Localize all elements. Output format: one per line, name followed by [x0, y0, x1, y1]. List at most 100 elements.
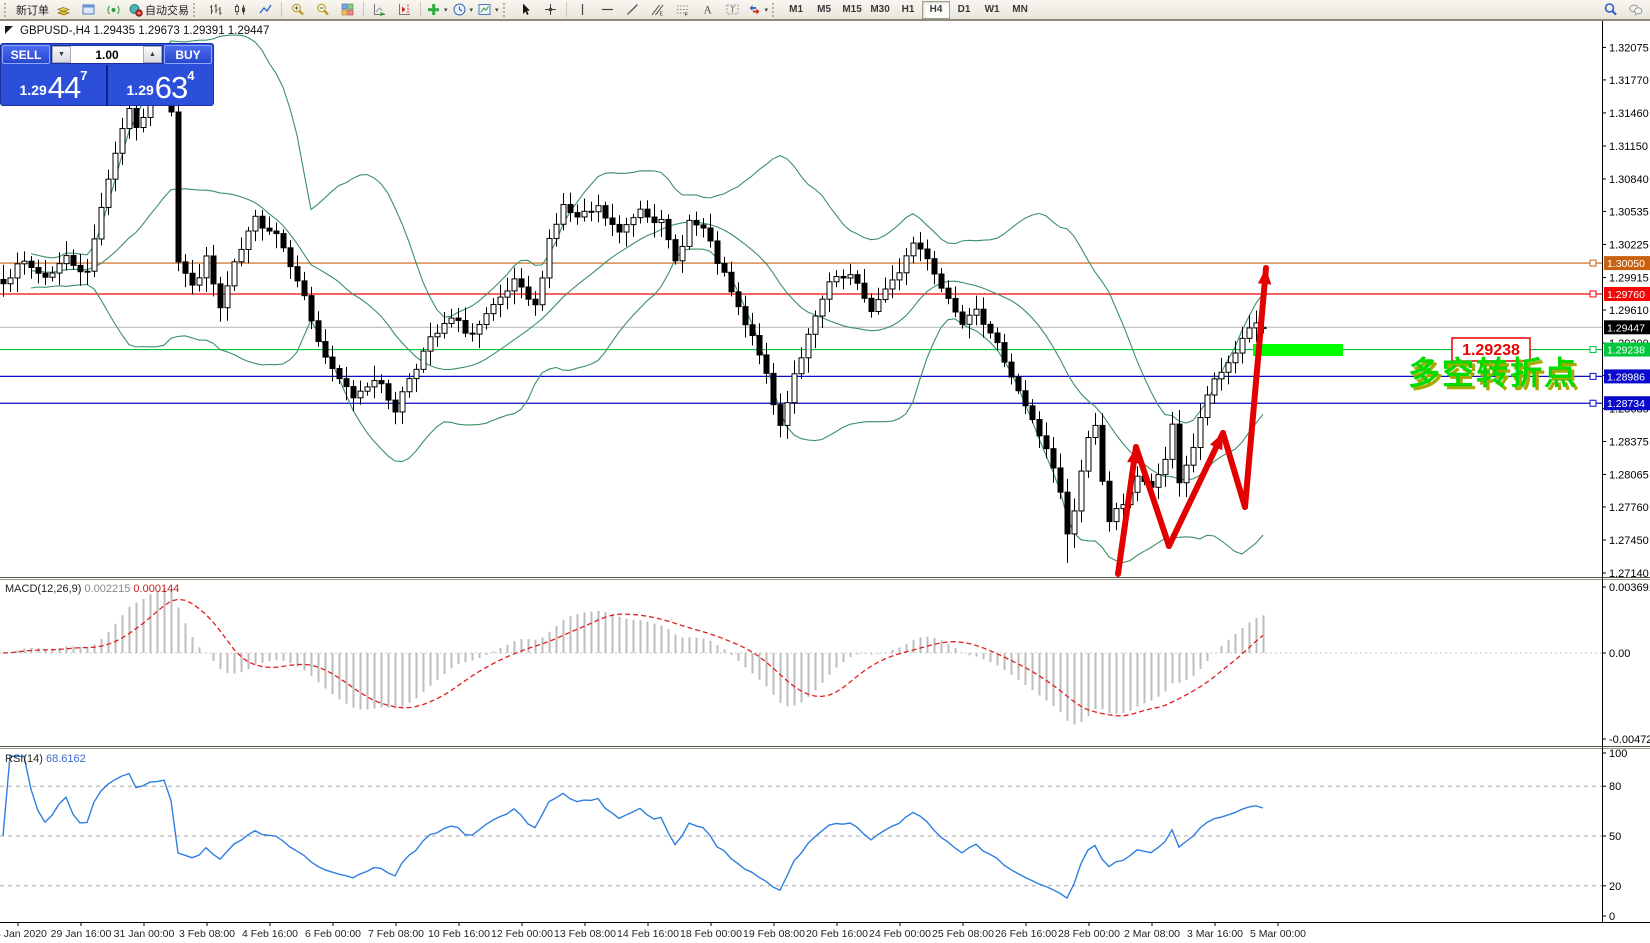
main-price-panel[interactable]	[0, 34, 1602, 563]
macd-panel[interactable]	[0, 588, 1602, 725]
price-line-label[interactable]: 1.29238	[1604, 342, 1650, 357]
toolbar-separator	[420, 2, 421, 17]
zoom-out-button[interactable]	[310, 1, 335, 19]
svg-text:80: 80	[1609, 781, 1621, 793]
market-watch-button[interactable]	[51, 1, 76, 19]
rsi-label: RSI(14) 68.6162	[5, 753, 86, 765]
candlestick-chart-button[interactable]	[228, 1, 253, 19]
timeframe-H4[interactable]: H4	[922, 0, 951, 19]
svg-text:29 Jan 16:00: 29 Jan 16:00	[51, 928, 112, 940]
svg-text:1.29447: 1.29447	[1607, 322, 1645, 334]
cursor-button[interactable]	[513, 1, 538, 19]
trend-zigzag-arrows[interactable]	[1115, 265, 1272, 577]
price-line-label[interactable]: 1.30050	[1604, 256, 1650, 271]
sell-price[interactable]: 1.29 44 7	[1, 65, 106, 105]
line-handle[interactable]	[1589, 399, 1597, 407]
svg-text:5 Mar 00:00: 5 Mar 00:00	[1250, 928, 1306, 940]
timeframe-M30[interactable]: M30	[870, 4, 890, 15]
svg-text:1.31770: 1.31770	[1609, 75, 1649, 87]
buy-button[interactable]: BUY	[164, 45, 212, 64]
timeframe-M1[interactable]: M1	[789, 4, 804, 15]
new-order-button[interactable]: 新订单	[14, 1, 51, 19]
label-icon: T	[725, 2, 740, 17]
price-line-label[interactable]: 1.28986	[1604, 369, 1650, 384]
channel-button[interactable]: E	[645, 1, 670, 19]
fibonacci-button[interactable]: F	[670, 1, 695, 19]
trendline-button[interactable]	[620, 1, 645, 19]
signals-button[interactable]	[101, 1, 126, 19]
rsi-panel[interactable]	[0, 755, 1602, 900]
autotrading-button[interactable]: 自动交易	[126, 1, 191, 19]
sell-button[interactable]: SELL	[2, 45, 50, 64]
bar-chart-button[interactable]	[203, 1, 228, 19]
new-order-button-label: 新订单	[16, 4, 49, 17]
timeframe-D1[interactable]: D1	[957, 4, 971, 15]
svg-text:1.28986: 1.28986	[1607, 371, 1645, 383]
svg-text:7 Feb 08:00: 7 Feb 08:00	[368, 928, 424, 940]
timeframe-H1[interactable]: H1	[901, 4, 915, 15]
macd-label: MACD(12,26,9) 0.002215 0.000144	[5, 583, 179, 595]
volume-decrease-button[interactable]: ▼	[52, 46, 71, 63]
svg-text:13 Feb 08:00: 13 Feb 08:00	[554, 928, 616, 940]
navigator-button[interactable]	[76, 1, 101, 19]
svg-text:1.31460: 1.31460	[1609, 108, 1649, 120]
zoom-in-button[interactable]	[285, 1, 310, 19]
price-callout-text: 1.29238	[1462, 342, 1520, 359]
horizontal-line-button[interactable]	[595, 1, 620, 19]
svg-text:1.28375: 1.28375	[1609, 436, 1649, 448]
price-line-label[interactable]: 1.29760	[1604, 286, 1650, 301]
svg-text:1.30535: 1.30535	[1609, 206, 1649, 218]
line-handle[interactable]	[1589, 346, 1597, 354]
search-button[interactable]	[1598, 1, 1623, 19]
line-handle[interactable]	[1589, 290, 1597, 298]
svg-text:1.27760: 1.27760	[1609, 502, 1649, 514]
auto-scroll-button[interactable]	[367, 1, 392, 19]
chart-marker-icon	[5, 26, 13, 34]
line-handle[interactable]	[1589, 372, 1597, 380]
tile-windows-button[interactable]	[335, 1, 360, 19]
toolbar-grip	[502, 2, 509, 17]
vertical-line-button[interactable]	[570, 1, 595, 19]
timeframe-M5[interactable]: M5	[817, 4, 832, 15]
label-tool-button[interactable]: T	[720, 1, 745, 19]
shapes-button[interactable]: ▾	[745, 1, 771, 19]
toolbar-grip	[4, 2, 10, 17]
svg-text:0: 0	[1609, 911, 1615, 923]
svg-text:1.29610: 1.29610	[1609, 305, 1649, 317]
signals-icon	[106, 2, 121, 17]
volume-increase-button[interactable]: ▲	[143, 46, 162, 63]
autotrading-icon	[128, 2, 143, 17]
price-callout-box[interactable]	[1451, 337, 1531, 362]
svg-text:12 Feb 00:00: 12 Feb 00:00	[491, 928, 553, 940]
chat-button[interactable]	[1623, 1, 1648, 19]
buy-price-big: 63	[154, 70, 188, 105]
zoom-in-icon	[290, 2, 305, 17]
rsi-line	[2, 755, 1264, 900]
indicators-button[interactable]: ▾	[424, 1, 450, 19]
line-chart-button[interactable]	[253, 1, 278, 19]
chart-shift-icon	[397, 2, 412, 17]
trendline-icon	[625, 2, 640, 17]
shapes-icon	[747, 2, 762, 17]
toolbar: 新订单 自动交易 ▾ ▾ ▾ E F A T ▾ M1 M5 M15 M30 H1 H4 D1 W1 MN	[0, 0, 1650, 20]
volume-input[interactable]: 1.00	[95, 47, 119, 62]
timeframe-MN[interactable]: MN	[1012, 4, 1028, 15]
chart-shift-button[interactable]	[392, 1, 417, 19]
templates-icon	[477, 2, 492, 17]
line-handle[interactable]	[1589, 259, 1597, 267]
timeframe-M15[interactable]: M15	[842, 4, 862, 15]
templates-button[interactable]: ▾	[475, 1, 501, 19]
dropdown-caret-icon: ▾	[444, 6, 448, 14]
periods-button[interactable]: ▾	[450, 1, 476, 19]
buy-price[interactable]: 1.29 63 4	[108, 65, 213, 105]
green-highlight-box[interactable]	[1253, 344, 1343, 356]
price-line-label[interactable]: 1.28734	[1604, 396, 1650, 411]
text-tool-button[interactable]: A	[695, 1, 720, 19]
crosshair-button[interactable]	[538, 1, 563, 19]
timeframe-W1[interactable]: W1	[984, 4, 1000, 15]
dropdown-caret-icon: ▾	[764, 6, 769, 14]
